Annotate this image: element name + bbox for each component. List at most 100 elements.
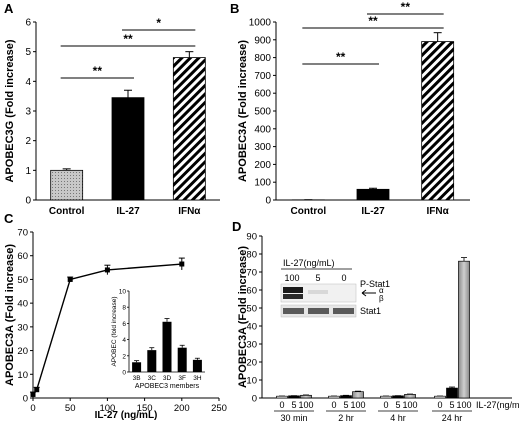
panel-letter-b: B [230,1,239,16]
inset-x-axis-label: APOBEC3 members [135,383,200,390]
y-tick-label: 30 [17,322,28,333]
subcategory-label: 0 [331,400,336,410]
inset-category-label: 3F [178,375,186,382]
significance-label: ** [123,32,133,46]
subcategory-label: 100 [402,400,417,410]
y-tick-label: 10 [246,376,257,387]
panel-letter-c: C [4,211,14,226]
blot-band [308,308,329,314]
y-tick-label: 40 [17,299,28,310]
x-tick-label: 100 [99,403,115,414]
category-label: IL-27 [116,206,140,217]
y-tick-label: 100 [254,178,271,189]
inset-category-label: 3H [193,375,202,382]
y-tick-label: 500 [254,107,271,118]
y-tick-label: 700 [254,71,271,82]
subcategory-label: 0 [279,400,284,410]
blot-row-label: Stat1 [360,306,381,316]
group-label: 2 hr [338,413,354,423]
inset-y-axis-label: APOBEC (fold increase) [111,296,118,366]
bar [328,395,340,399]
y-tick-label: 300 [254,142,271,153]
y-tick-label: 800 [254,53,271,64]
subcategory-label: 5 [291,400,296,410]
inset-bar [192,359,202,372]
subcategory-label: 5 [343,400,348,410]
y-tick-label: 400 [254,124,271,135]
category-label: IL-27 [361,206,385,217]
bar [446,387,458,399]
y-tick-label: 40 [246,322,257,333]
subcategory-label: 5 [395,400,400,410]
inset-y-tick-label: 8 [122,305,126,312]
blot-marker-alpha: α [379,286,384,295]
inset-bar [132,362,142,372]
blot-band [308,290,328,294]
category-label: IFNα [178,206,201,217]
category-label: Control [49,206,85,217]
inset-category-label: 3C [148,375,157,382]
data-point [104,267,110,273]
blot-title: IL-27(ng/mL) [283,258,335,268]
y-tick-label: 4 [25,77,31,88]
blot-marker-beta: β [379,294,384,303]
y-tick-label: 80 [246,250,257,261]
blot-band [333,308,354,314]
bar [111,97,145,201]
y-tick-label: 0 [23,394,28,405]
category-label: IFNα [427,206,450,217]
x-tick-label: 250 [211,403,227,414]
blot-band [283,308,304,314]
y-tick-label: 50 [17,275,28,286]
y-tick-label: 6 [25,18,31,29]
series-line [32,263,182,395]
y-tick-label: 5 [25,47,31,58]
y-tick-label: 600 [254,89,271,100]
y-tick-label: 0 [252,394,257,405]
subcategory-label: 5 [449,400,454,410]
bar [172,57,206,201]
inset-category-label: 3D [163,375,172,382]
blot-row-label: P-Stat1 [360,279,390,289]
x-tick-label: 200 [174,403,190,414]
y-axis-label: APOBEC3A (Fold increase) [4,244,16,386]
bar [288,395,300,399]
y-tick-label: 20 [17,346,28,357]
significance-label: ** [93,64,103,78]
group-label: 30 min [280,413,307,423]
bar [421,41,455,201]
inset-bar [147,350,157,372]
bar [300,394,312,399]
bar [434,395,446,399]
y-tick-label: 20 [246,358,257,369]
bar [50,169,84,201]
inset-y-tick-label: 6 [122,321,126,328]
bar [404,394,416,399]
y-tick-label: 2 [25,136,31,147]
y-tick-label: 10 [17,370,28,381]
panel-letter-a: A [4,1,14,16]
panel-a-chart: 0 1 2 3 4 5 6 APOBEC3G (Fold increase) Control IL… [4,16,220,217]
blot-lane-label: 100 [284,273,299,283]
x-tick-label: 150 [137,403,153,414]
arrow-icon [361,289,376,297]
x-unit-label: IL-27(ng/mL) [476,400,520,410]
subcategory-label: 100 [298,400,313,410]
bar [276,395,288,399]
panel-b-chart: 0 100 200 300 400 500 600 700 800 900 1000APOBEC3A… [237,0,470,217]
y-tick-label: 1000 [249,18,272,29]
blot-lane-label: 5 [315,273,320,283]
inset-bar [177,347,187,372]
blot-band [283,294,303,299]
subcategory-label: 0 [383,400,388,410]
category-label: Control [291,206,327,217]
x-axis-label: IL-27 (ng/mL) [95,410,158,421]
x-tick-label: 0 [30,403,35,414]
data-point [67,276,73,282]
y-axis-label: APOBEC3A (Fold increase) [237,40,249,182]
subcategory-label: 100 [456,400,471,410]
significance-label: ** [368,14,378,28]
inset-y-tick-label: 10 [119,289,127,296]
